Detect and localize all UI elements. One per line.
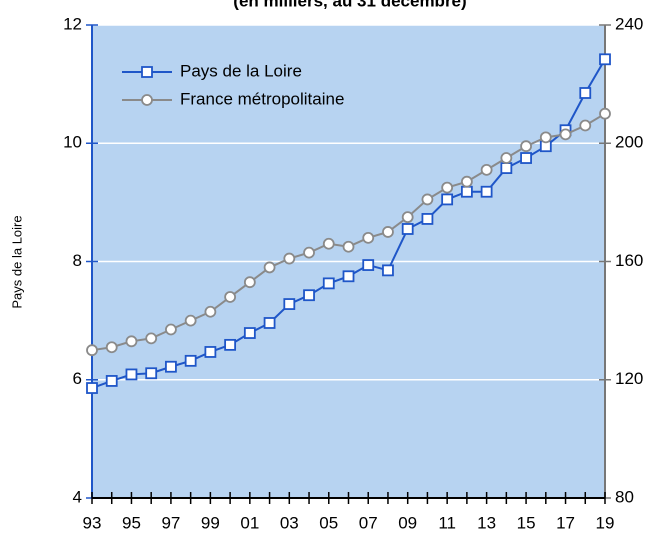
x-tick-label: 11	[438, 513, 456, 532]
point-marker	[283, 298, 296, 310]
point-marker	[105, 341, 118, 354]
point-marker	[480, 185, 493, 198]
point-marker	[599, 107, 611, 120]
y2-tick-label: 160	[615, 251, 643, 270]
x-tick-label: 17	[556, 513, 575, 532]
point-marker	[579, 87, 592, 99]
point-marker	[243, 327, 256, 339]
point-marker	[421, 213, 434, 225]
point-marker	[105, 375, 118, 387]
point-marker	[401, 223, 414, 235]
legend-label: France métropolitaine	[180, 89, 344, 108]
point-marker	[362, 259, 375, 271]
point-marker	[421, 193, 434, 206]
point-marker	[86, 382, 98, 394]
point-marker	[382, 264, 394, 277]
point-marker	[599, 53, 611, 66]
x-tick-label: 05	[319, 513, 338, 532]
point-marker	[382, 226, 394, 238]
point-marker	[480, 163, 493, 176]
point-marker	[322, 237, 335, 250]
y-axis-label: Pays de la Loire	[9, 215, 24, 308]
point-marker	[303, 246, 315, 259]
y2-tick-label: 240	[615, 14, 643, 33]
point-marker	[500, 152, 513, 164]
point-marker	[362, 231, 375, 244]
x-tick-label: 01	[240, 513, 259, 532]
x-tick-label: 19	[596, 513, 615, 532]
point-marker	[520, 140, 532, 153]
point-marker	[165, 360, 177, 373]
point-marker	[263, 261, 276, 274]
y2-tick-label: 80	[615, 487, 634, 506]
y2-tick-label: 200	[615, 133, 643, 152]
x-tick-label: 03	[280, 513, 299, 532]
point-marker	[145, 332, 158, 345]
x-tick-label: 15	[517, 513, 536, 532]
x-tick-label: 09	[398, 513, 417, 532]
point-marker	[559, 128, 572, 141]
point-marker	[263, 317, 276, 329]
y-tick-label: 12	[63, 14, 82, 33]
point-marker	[520, 152, 532, 164]
point-marker	[125, 368, 138, 381]
point-marker	[303, 289, 315, 302]
y-tick-label: 4	[73, 487, 82, 506]
point-marker	[184, 314, 197, 327]
point-marker	[579, 119, 592, 132]
y-tick-label: 10	[63, 133, 82, 152]
x-tick-label: 13	[477, 513, 496, 532]
point-marker	[165, 323, 177, 336]
point-marker	[204, 305, 217, 318]
x-tick-label: 95	[122, 513, 141, 532]
point-marker	[342, 270, 355, 283]
x-tick-label: 93	[83, 513, 102, 532]
point-marker	[401, 211, 414, 224]
point-marker	[145, 367, 158, 380]
legend-label: Pays de la Loire	[180, 61, 302, 80]
point-marker	[224, 291, 237, 303]
y-tick-label: 6	[73, 369, 82, 388]
point-marker	[460, 175, 473, 188]
chart-title: (en milliers, au 31 décembre)	[233, 0, 466, 10]
point-marker	[539, 131, 552, 144]
point-marker	[460, 185, 473, 198]
y-tick-label: 8	[73, 251, 82, 270]
point-marker	[441, 193, 454, 206]
x-tick-label: 99	[201, 513, 220, 532]
point-marker	[125, 335, 138, 348]
point-marker	[204, 346, 217, 358]
point-marker	[86, 344, 98, 357]
x-tick-label: 07	[359, 513, 378, 532]
point-marker	[243, 276, 256, 289]
point-marker	[322, 277, 335, 290]
x-tick-label: 97	[161, 513, 180, 532]
point-marker	[500, 162, 513, 174]
legend-marker	[141, 94, 153, 106]
point-marker	[184, 354, 197, 367]
point-marker	[224, 338, 237, 351]
point-marker	[283, 252, 296, 265]
y2-tick-label: 120	[615, 369, 643, 388]
legend-marker	[141, 66, 153, 78]
point-marker	[342, 240, 355, 253]
point-marker	[441, 181, 454, 194]
